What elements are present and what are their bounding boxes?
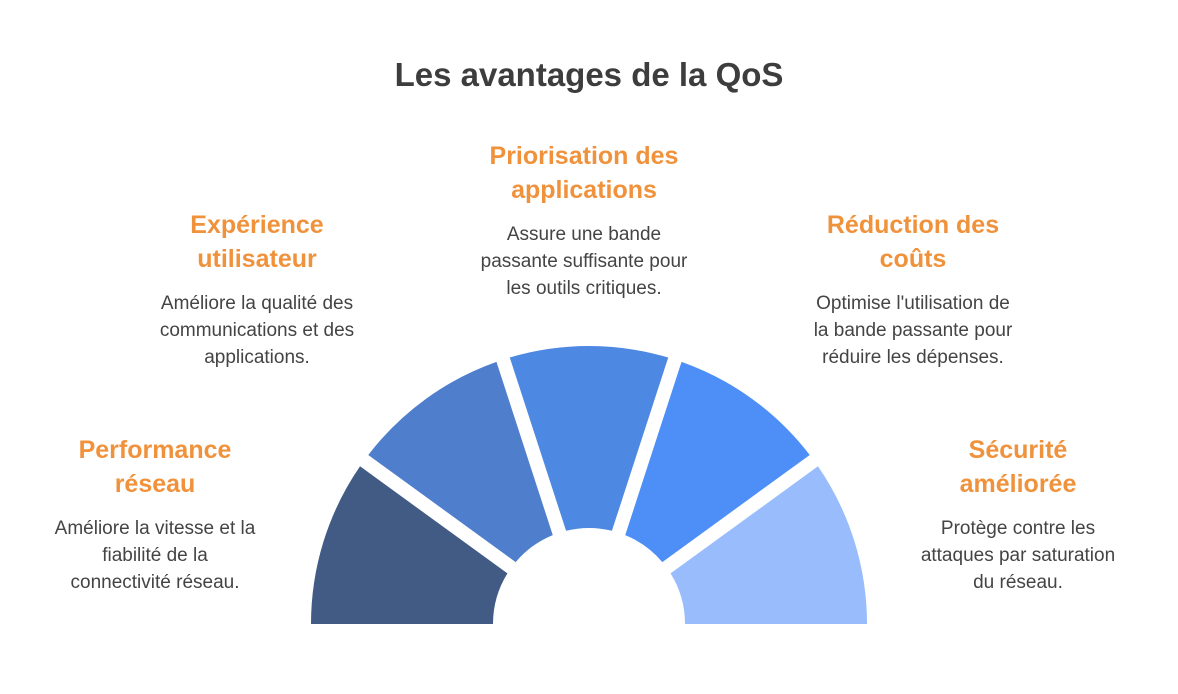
benefit-heading: Priorisation des applications <box>489 142 679 204</box>
segment-reduction-couts <box>625 361 810 563</box>
benefit-description: Optimise l'utilisation de la bande passa… <box>813 293 1013 368</box>
segment-performance-reseau <box>311 466 508 624</box>
benefit-securite-amelioree: Sécurité améliorée Protège contre les at… <box>888 433 1148 596</box>
benefit-description: Améliore la vitesse et la fiabilité de l… <box>54 518 256 593</box>
benefit-heading: Sécurité améliorée <box>959 436 1077 498</box>
benefit-priorisation-applications: Priorisation des applications Assure une… <box>444 139 724 302</box>
benefit-heading: Performance réseau <box>78 436 232 498</box>
diagram-title: Les avantages de la QoS <box>394 56 784 93</box>
benefit-experience-utilisateur: Expérience utilisateur Améliore la quali… <box>127 208 387 371</box>
segment-experience-utilisateur <box>368 361 553 563</box>
benefit-reduction-couts: Réduction des coûts Optimise l'utilisati… <box>783 208 1043 371</box>
benefit-description: Protège contre les attaques par saturati… <box>920 518 1116 593</box>
benefit-heading: Réduction des coûts <box>826 211 1000 273</box>
segment-securite-amelioree <box>670 466 867 624</box>
benefit-performance-reseau: Performance réseau Améliore la vitesse e… <box>25 433 285 596</box>
benefit-heading: Expérience utilisateur <box>190 211 324 273</box>
benefit-description: Améliore la qualité des communications e… <box>159 293 355 368</box>
benefit-description: Assure une bande passante suffisante pou… <box>480 224 688 299</box>
segment-priorisation-applications <box>509 346 669 531</box>
